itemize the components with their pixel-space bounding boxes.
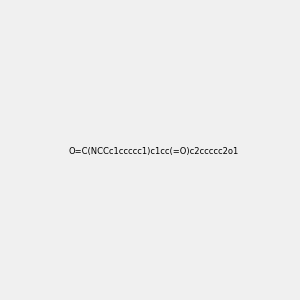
Text: O=C(NCCc1ccccc1)c1cc(=O)c2ccccc2o1: O=C(NCCc1ccccc1)c1cc(=O)c2ccccc2o1 xyxy=(69,147,239,156)
